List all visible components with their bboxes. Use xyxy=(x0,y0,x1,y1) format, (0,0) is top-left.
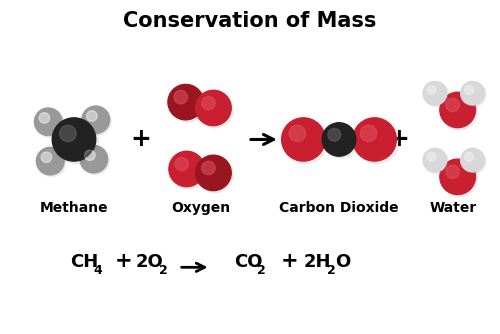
Text: 2: 2 xyxy=(258,264,266,277)
Circle shape xyxy=(446,165,460,179)
Circle shape xyxy=(170,86,205,122)
Circle shape xyxy=(34,108,62,136)
Circle shape xyxy=(466,86,483,104)
Text: Oxygen: Oxygen xyxy=(171,201,230,215)
Circle shape xyxy=(202,98,230,124)
Circle shape xyxy=(61,127,94,159)
Circle shape xyxy=(353,118,397,161)
Circle shape xyxy=(423,81,447,105)
Circle shape xyxy=(36,109,64,137)
Circle shape xyxy=(290,127,323,159)
Circle shape xyxy=(440,159,476,194)
Circle shape xyxy=(440,92,476,128)
Circle shape xyxy=(175,92,202,118)
Circle shape xyxy=(174,91,188,104)
Circle shape xyxy=(80,145,108,173)
Circle shape xyxy=(196,90,231,126)
Circle shape xyxy=(41,152,51,162)
Circle shape xyxy=(464,152,473,161)
Text: +: + xyxy=(280,251,298,271)
Circle shape xyxy=(447,166,473,193)
Text: +: + xyxy=(114,251,132,271)
Text: +: + xyxy=(388,128,409,151)
Circle shape xyxy=(202,162,230,189)
Text: 2: 2 xyxy=(326,264,336,277)
Circle shape xyxy=(39,113,50,123)
Circle shape xyxy=(328,129,340,141)
Circle shape xyxy=(38,148,66,176)
Circle shape xyxy=(324,124,358,158)
Circle shape xyxy=(42,153,62,173)
Circle shape xyxy=(81,147,110,175)
Circle shape xyxy=(427,86,436,95)
Circle shape xyxy=(40,114,60,134)
Circle shape xyxy=(466,153,483,171)
Circle shape xyxy=(168,85,203,120)
Circle shape xyxy=(52,118,96,161)
Circle shape xyxy=(54,120,98,164)
Circle shape xyxy=(289,125,306,142)
Circle shape xyxy=(446,98,460,112)
Circle shape xyxy=(170,153,206,189)
Circle shape xyxy=(284,120,328,164)
Circle shape xyxy=(460,148,484,172)
Circle shape xyxy=(424,149,448,173)
Text: 2H: 2H xyxy=(304,253,331,271)
Circle shape xyxy=(197,92,234,128)
Circle shape xyxy=(86,111,97,121)
Circle shape xyxy=(36,147,64,175)
Circle shape xyxy=(86,151,106,172)
Circle shape xyxy=(82,106,110,134)
Circle shape xyxy=(427,152,436,161)
Circle shape xyxy=(322,123,356,156)
Circle shape xyxy=(464,86,473,95)
Circle shape xyxy=(202,96,215,110)
Circle shape xyxy=(329,130,354,155)
Text: CO: CO xyxy=(234,253,262,271)
Circle shape xyxy=(447,99,473,126)
Text: Conservation of Mass: Conservation of Mass xyxy=(124,11,376,31)
Circle shape xyxy=(442,94,478,130)
Circle shape xyxy=(197,157,234,193)
Circle shape xyxy=(176,158,203,185)
Circle shape xyxy=(354,120,399,164)
Circle shape xyxy=(362,127,394,159)
Text: CH: CH xyxy=(70,253,98,271)
Circle shape xyxy=(462,149,486,173)
Circle shape xyxy=(424,82,448,107)
Text: 2O: 2O xyxy=(136,253,163,271)
Circle shape xyxy=(428,153,446,171)
Circle shape xyxy=(175,157,188,171)
Circle shape xyxy=(462,82,486,107)
Circle shape xyxy=(460,81,484,105)
Circle shape xyxy=(442,161,478,197)
Text: 4: 4 xyxy=(94,264,102,277)
Circle shape xyxy=(88,112,108,132)
Circle shape xyxy=(196,155,231,191)
Text: +: + xyxy=(131,128,152,151)
Circle shape xyxy=(60,125,76,142)
Circle shape xyxy=(169,151,204,187)
Circle shape xyxy=(84,150,95,161)
Circle shape xyxy=(360,125,377,142)
Circle shape xyxy=(202,161,215,175)
Text: Water: Water xyxy=(429,201,476,215)
Text: Carbon Dioxide: Carbon Dioxide xyxy=(279,201,399,215)
Circle shape xyxy=(282,118,325,161)
Text: O: O xyxy=(336,253,350,271)
Circle shape xyxy=(83,107,111,135)
Circle shape xyxy=(423,148,447,172)
Text: Methane: Methane xyxy=(40,201,108,215)
Circle shape xyxy=(428,86,446,104)
Text: 2: 2 xyxy=(158,264,168,277)
